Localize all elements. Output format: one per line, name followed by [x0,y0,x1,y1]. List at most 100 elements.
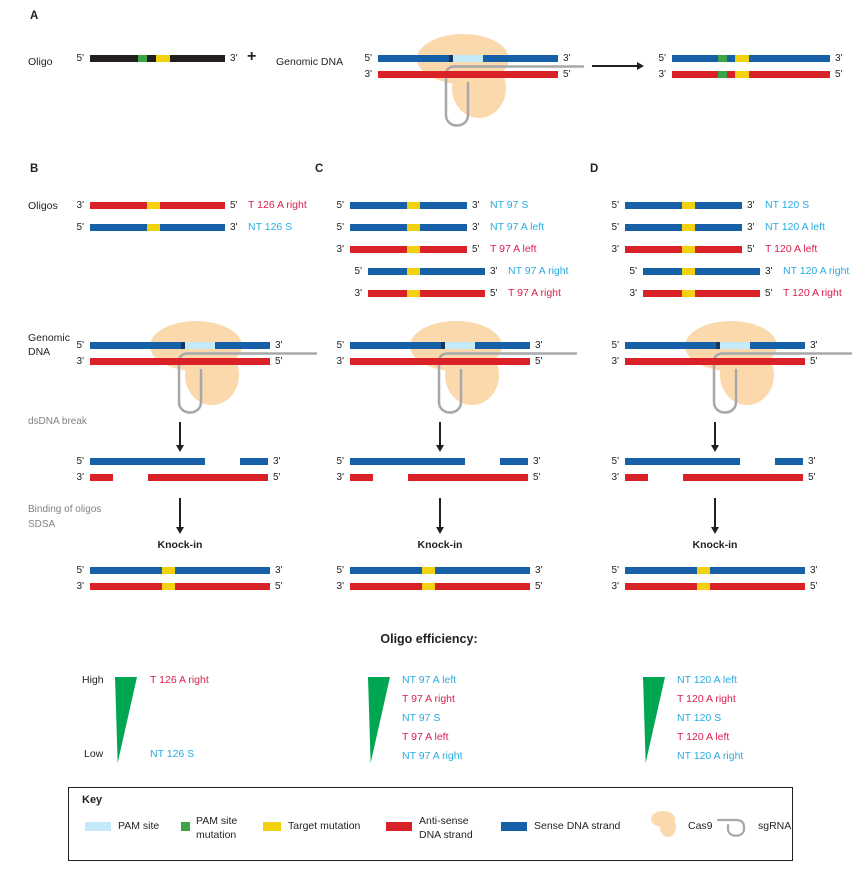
b-broken-sense-bar-0 [90,458,205,465]
c-oligo-nt97a-left-mark-target [407,224,420,231]
efficiency-triangle-D [643,677,665,763]
c-oligo-t97a-right-left-end: 3' [354,288,362,299]
c-oligo-nt97a-right-left-end: 5' [354,266,362,277]
d-broken-sense-bar-0 [625,458,740,465]
knockin-label-d: Knock-in [692,539,738,551]
key-swatch-target [263,822,281,831]
a-genomic-antisense-right-end: 5' [563,69,571,80]
sgrna-path [437,352,578,414]
d-oligo-t120a-right-bar-0 [643,290,760,297]
a-product-antisense-left-end: 3' [658,69,666,80]
d-knockin-antisense-left-end: 3' [611,581,619,592]
b-knockin-antisense-mark-target [162,583,175,590]
dsdna-break-label: dsDNA break [28,416,87,427]
b-genomic-sense-bar-0 [90,342,270,349]
a-product-sense-left-end: 5' [658,53,666,64]
c-knockin-sense-mark-target [422,567,435,574]
c-knockin-sense-right-end: 3' [535,565,543,576]
a-genomic-antisense-bar-0 [378,71,558,78]
b-knockin-sense-left-end: 5' [76,565,84,576]
c-dsdna-break-arrow-head [435,445,444,452]
c-broken-sense-right-end: 3' [533,456,541,467]
panel-d-label: D [590,163,599,175]
c-oligo-t97a-left-label: T 97 A left [490,242,537,255]
oligo-efficiency-title: Oligo efficiency: [380,632,478,646]
d-knockin-antisense-right-end: 5' [810,581,818,592]
d-oligo-nt120a-right-mark-target [682,268,695,275]
b-broken-antisense-bar-1 [148,474,268,481]
b-genomic-sense-right-end: 3' [275,340,283,351]
a-product-antisense-mark-pam_mut [718,71,727,78]
b-dsdna-break-arrow-line [179,422,181,446]
a-genomic-antisense-left-end: 3' [364,69,372,80]
d-oligo-nt120s-label: NT 120 S [765,198,810,211]
efficiency-high-label: High [82,674,104,686]
key-box [68,787,793,861]
b-oligo-nt126s-bar-0 [90,224,225,231]
a-product-antisense-mark-target [735,71,749,78]
c-broken-antisense-bar-0 [350,474,373,481]
c-broken-antisense-left-end: 3' [336,472,344,483]
oligo-row-label: Oligo [28,56,53,68]
c-genomic-sense-bar-0 [350,342,530,349]
c-genomic-sense-mark-pam [445,342,475,349]
b-binding-arrow-head [175,527,184,534]
efficiency-item-d-7: NT 120 A left [677,674,737,686]
panel-a-label: A [30,10,39,22]
a-product-sense-mark-target [735,55,749,62]
a-oligo-strand-mark-target [156,55,170,62]
key-label: DNA strand [419,829,473,841]
panel-a-result-arrow-line [592,65,638,67]
c-genomic-sense-left-end: 5' [336,340,344,351]
d-genomic-sense-left-end: 5' [611,340,619,351]
d-knockin-sense-mark-target [697,567,710,574]
b-oligo-t126a-right-bar-0 [90,202,225,209]
b-broken-sense-left-end: 5' [76,456,84,467]
genomic-dna-row-label: Genomic DNA [276,56,344,68]
c-broken-sense-left-end: 5' [336,456,344,467]
b-knockin-antisense-right-end: 5' [275,581,283,592]
c-knockin-sense-left-end: 5' [336,565,344,576]
b-dsdna-break-arrow-head [175,445,184,452]
efficiency-item-c-6: NT 97 A right [402,750,463,762]
key-swatch-pam_mut [181,822,190,831]
cas9-sgrna-unit [150,321,318,414]
c-oligo-t97a-left-mark-target [407,246,420,253]
c-oligo-nt97a-right-right-end: 3' [490,266,498,277]
d-oligo-nt120a-left-label: NT 120 A left [765,220,825,233]
b-knockin-sense-mark-target [162,567,175,574]
sgrna-path [444,65,585,127]
b-genomic-sense-mark-pam [185,342,215,349]
c-oligo-t97a-left-right-end: 5' [472,244,480,255]
d-oligo-t120a-right-label: T 120 A right [783,286,842,299]
c-oligo-nt97a-left-right-end: 3' [472,222,480,233]
key-label: PAM site [196,815,238,827]
sdsa-label: SDSA [28,519,56,530]
d-genomic-sense-bar-0 [625,342,805,349]
d-broken-antisense-bar-1 [683,474,803,481]
efficiency-item-d-9: NT 120 S [677,712,722,724]
d-oligo-nt120s-right-end: 3' [747,200,755,211]
d-oligo-nt120s-bar-0 [625,202,742,209]
efficiency-item-c-4: NT 97 S [402,712,441,724]
panel-c-label: C [315,163,324,175]
a-oligo-strand-left-end: 5' [76,53,84,64]
key-swatch-sense [501,822,527,831]
d-binding-arrow-head [710,527,719,534]
c-knockin-sense-bar-0 [350,567,530,574]
c-oligo-nt97a-right-label: NT 97 A right [508,264,569,277]
plus-sign: + [247,48,257,65]
d-oligo-nt120a-left-bar-0 [625,224,742,231]
b-broken-sense-right-end: 3' [273,456,281,467]
knockin-label-c: Knock-in [417,539,463,551]
genomic-section-label-line2: DNA [28,346,51,358]
d-broken-antisense-right-end: 5' [808,472,816,483]
d-oligo-nt120a-right-left-end: 5' [629,266,637,277]
c-knockin-antisense-left-end: 3' [336,581,344,592]
b-broken-antisense-bar-0 [90,474,113,481]
c-binding-arrow-head [435,527,444,534]
c-oligo-t97a-right-mark-target [407,290,420,297]
d-oligo-t120a-right-left-end: 3' [629,288,637,299]
d-genomic-sense-mark-cut [716,342,720,349]
